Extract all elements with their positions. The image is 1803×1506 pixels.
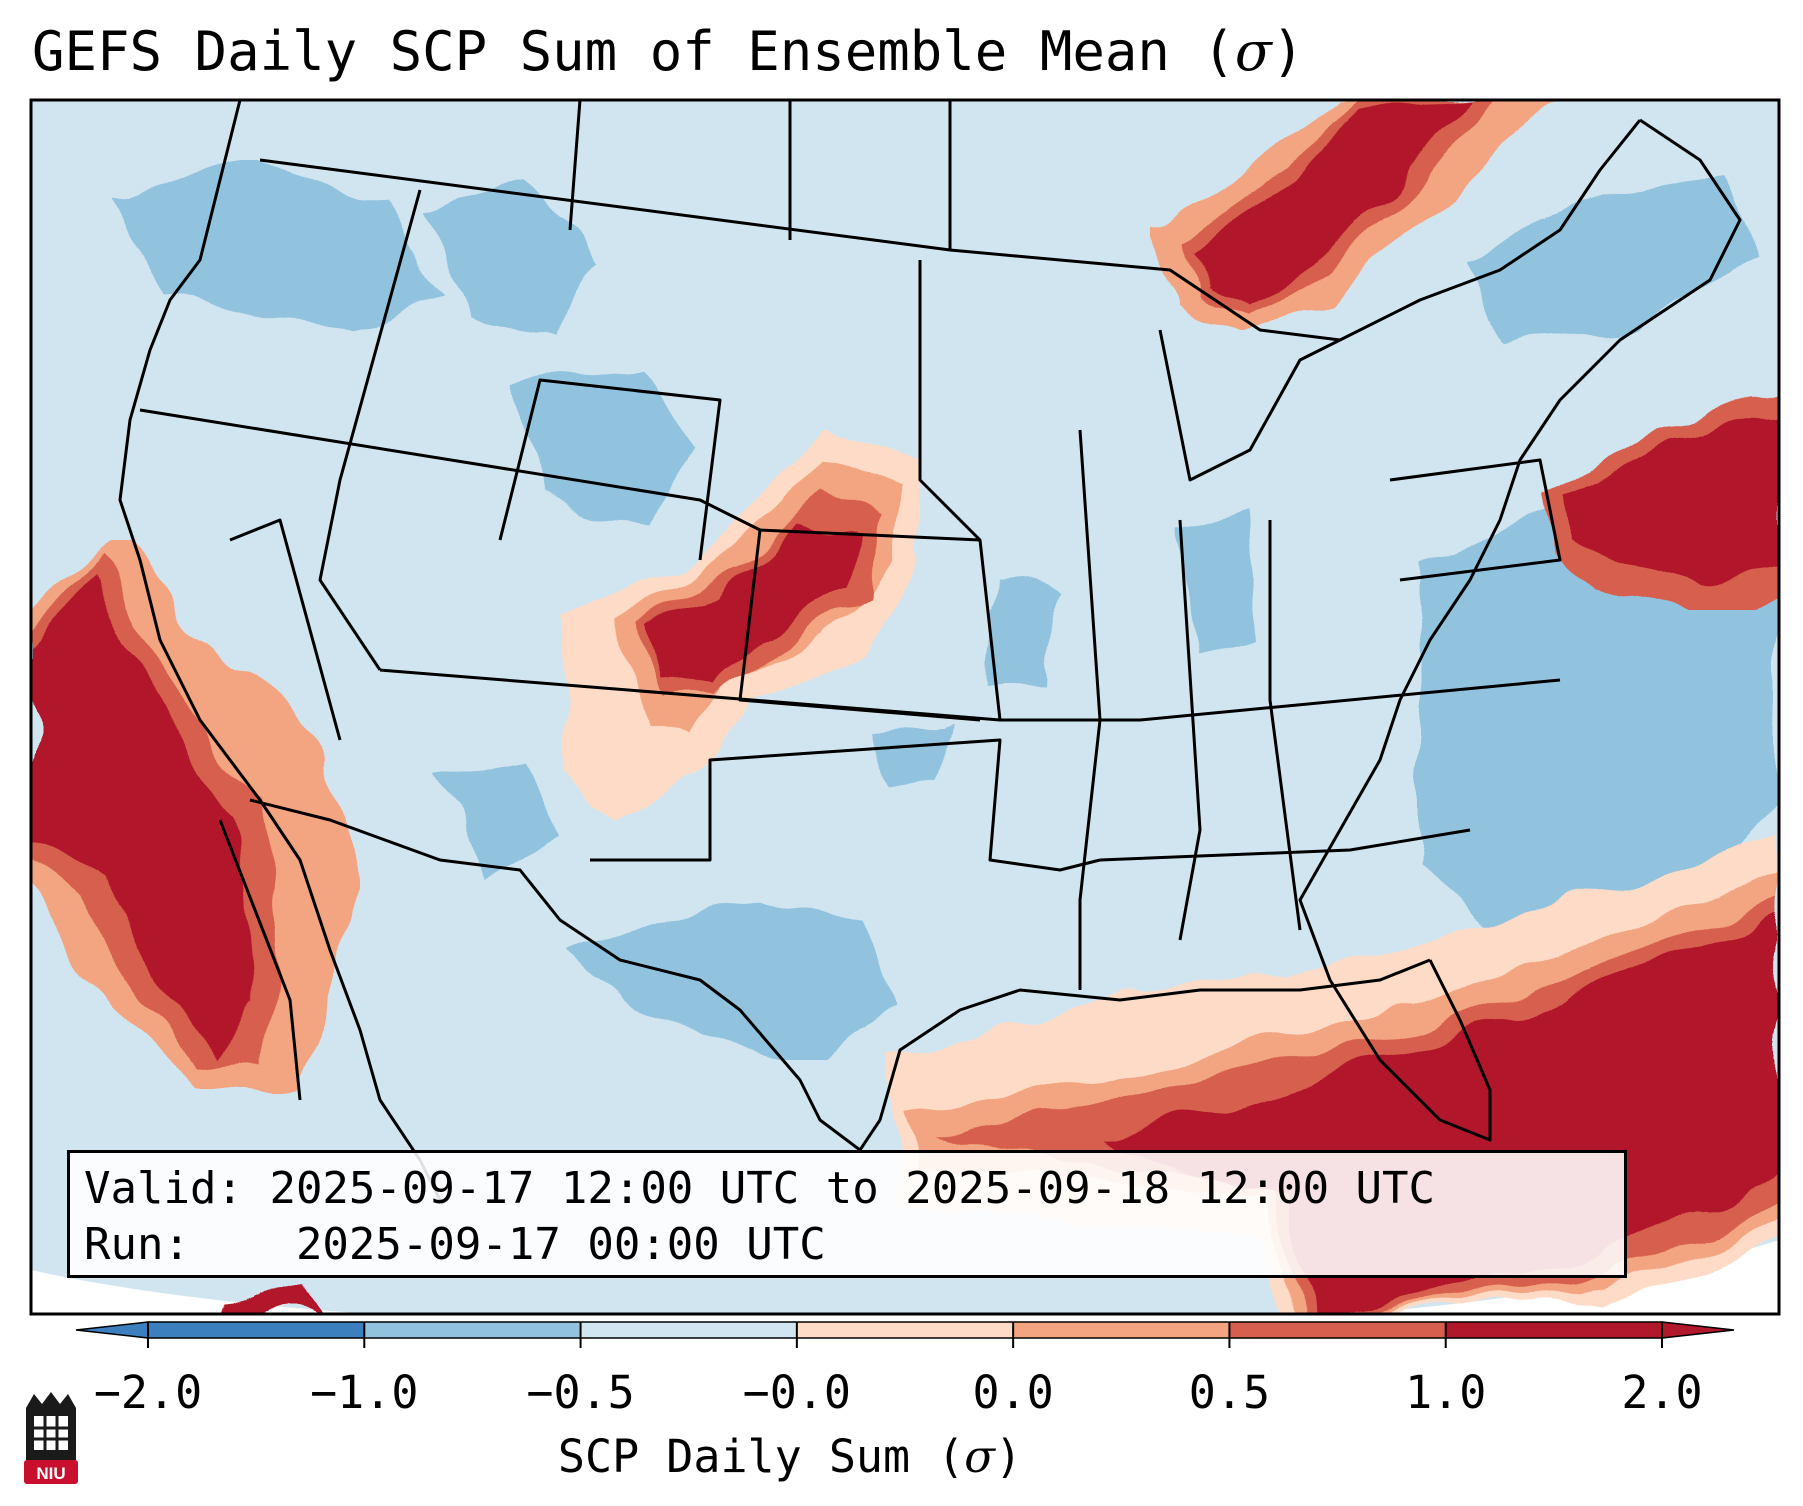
colorbar-segment [796,1322,1014,1338]
indiana-negative-region [1180,510,1260,660]
colorbar-tick-label: 1.0 [1405,1366,1487,1419]
colorbar-tick-label: 2.0 [1621,1366,1703,1419]
us-east-coastline [1298,118,1742,1142]
niu-logo: NIU [24,1392,78,1484]
west-coast-max-level [31,580,250,1060]
texas-negative-region [560,900,900,1060]
northern-state-line [139,408,981,542]
west-coast-positive-anomaly [31,540,360,1314]
oklahoma-negative-region [880,720,950,790]
indiana-alabama-line [1178,519,1202,941]
pacific-northwest-negative-region [110,160,440,330]
colorbar-label: SCP Daily Sum (σ) [557,1430,1023,1483]
arizona-negative-region [430,760,560,880]
run-label: Run: [84,1219,190,1270]
political-boundaries [118,100,1742,1201]
quebec-negative-region [1460,180,1760,340]
us-west-coastline [118,100,442,1201]
logo-window-grid [34,1416,68,1450]
southwest-state-line [590,738,1101,872]
colorbar-tick-label: −1.0 [310,1366,419,1419]
us-mexico-gulf-border [249,798,1431,1152]
idaho-nevada-line [318,189,422,671]
dakotas-line [918,260,1002,721]
valid-run-infobox: Valid: 2025-09-17 12:00 UTC to 2025-09-1… [67,1150,1627,1278]
colorbar-segment [148,1322,365,1338]
run-value: 2025-09-17 00:00 UTC [295,1219,826,1270]
chart-title: GEFS Daily SCP Sum of Ensemble Mean (σ) [32,20,1305,83]
wyoming-box [498,378,722,561]
nevada-california-line [229,518,342,741]
colorbar-segment [580,1322,798,1338]
great-lakes-positive-anomaly [1150,100,1580,330]
colorbar-segment [364,1322,582,1338]
valid-label: Valid: [84,1163,243,1214]
colorbar-segment [1013,1322,1230,1338]
plains-max-level [650,520,860,690]
baja-outline [218,819,302,1101]
colorbar-segment [1229,1322,1447,1338]
central-state-line [379,668,1561,722]
colorbar-tick-label: 0.0 [972,1366,1054,1419]
michigan-outline [1158,329,1341,482]
colorbar-tick-label: 0.5 [1188,1366,1271,1419]
mississippi-river-line [1078,429,1102,990]
colorado-kansas-line [738,529,981,722]
colorbar-segment [1445,1322,1663,1338]
wyoming-negative-region [520,370,700,520]
valid-value: 2025-09-17 12:00 UTC to 2025-09-18 12:00… [269,1163,1436,1214]
colorbar-tick-label: −0.0 [742,1366,852,1419]
map-frame [29,98,1781,1316]
colorbar-min-extension [75,1321,149,1339]
logo-text: NIU [36,1464,65,1483]
idaho-negative-region [420,180,600,340]
colorbar-tick-label: −2.0 [93,1366,203,1419]
northeast-max-level [1560,410,1779,580]
colorbar-segments [75,1321,1735,1339]
baja-positive-patch [225,1290,320,1314]
logo-badge [24,1460,78,1484]
colorbar-max-extension [1661,1321,1735,1339]
gulf-states-line [1099,828,1471,862]
lakes-max-level [1190,100,1470,300]
northeast-positive-anomaly [1540,390,1779,610]
colorbar-tick-marks [147,1322,1663,1348]
us-canada-border [259,119,1642,342]
colorbar-tick-label: −0.5 [526,1366,635,1419]
pennsylvania-box [1389,458,1562,582]
alberta-line [568,100,582,231]
missouri-negative-region [990,580,1060,690]
